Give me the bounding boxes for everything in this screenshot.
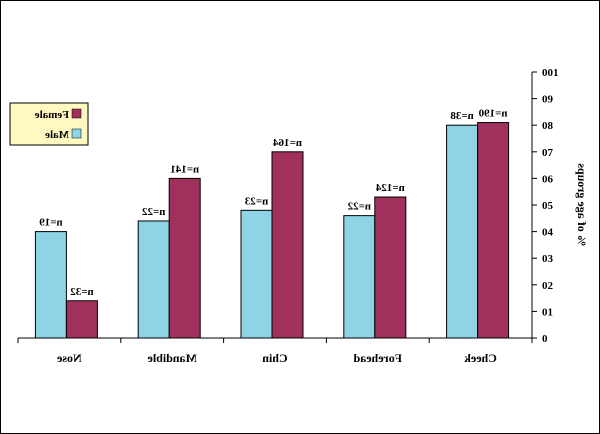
data-label-female-mandible: n=141 <box>170 163 199 175</box>
x-tick-label-nose: Nose <box>56 351 81 365</box>
y-tick-label: 001 <box>542 67 559 79</box>
y-tick-label: 0 <box>542 333 548 345</box>
y-tick-label: 07 <box>542 147 554 159</box>
legend-label-female: Female <box>35 109 69 121</box>
y-tick-label: 02 <box>542 280 554 292</box>
data-label-male-cheek: n=38 <box>450 110 474 122</box>
bar-female-mandible <box>168 177 201 339</box>
bar-female-nose <box>65 300 98 339</box>
bar-male-chin <box>240 209 273 339</box>
x-tick-label-chin: Chin <box>262 351 288 365</box>
legend-swatch-female <box>71 108 82 119</box>
bar-female-cheek <box>477 122 510 339</box>
legend-label-male: Male <box>45 129 69 141</box>
y-axis-label: % of age groups <box>575 163 589 247</box>
x-tick-label-cheek: Cheek <box>464 351 497 365</box>
data-label-male-forehead: n=22 <box>347 201 371 213</box>
data-label-male-nose: n=19 <box>39 217 63 229</box>
bar-male-cheek <box>446 124 479 339</box>
bar-male-forehead <box>343 215 376 339</box>
data-label-male-mandible: n=22 <box>142 206 166 218</box>
bar-female-forehead <box>374 196 407 339</box>
x-tick-label-forehead: Forehead <box>353 351 402 365</box>
data-label-male-chin: n=23 <box>244 195 268 207</box>
y-tick-label: 01 <box>542 306 553 318</box>
data-label-female-nose: n=32 <box>70 286 94 298</box>
y-tick-label: 06 <box>542 173 554 185</box>
y-tick-label: 09 <box>542 94 554 106</box>
bar-male-nose <box>34 231 67 339</box>
y-tick-label: 03 <box>542 253 554 265</box>
data-label-female-chin: n=164 <box>273 137 302 149</box>
legend-swatch-male <box>71 128 82 139</box>
x-tick-label-mandible: Mandible <box>147 351 197 365</box>
y-tick-label: 08 <box>542 120 554 132</box>
y-tick-label: 05 <box>542 200 554 212</box>
data-label-female-cheek: n=190 <box>478 108 507 120</box>
bar-female-chin <box>271 151 304 339</box>
bar-male-mandible <box>137 220 170 339</box>
data-label-female-forehead: n=124 <box>375 182 404 194</box>
y-tick-label: 04 <box>542 227 554 239</box>
